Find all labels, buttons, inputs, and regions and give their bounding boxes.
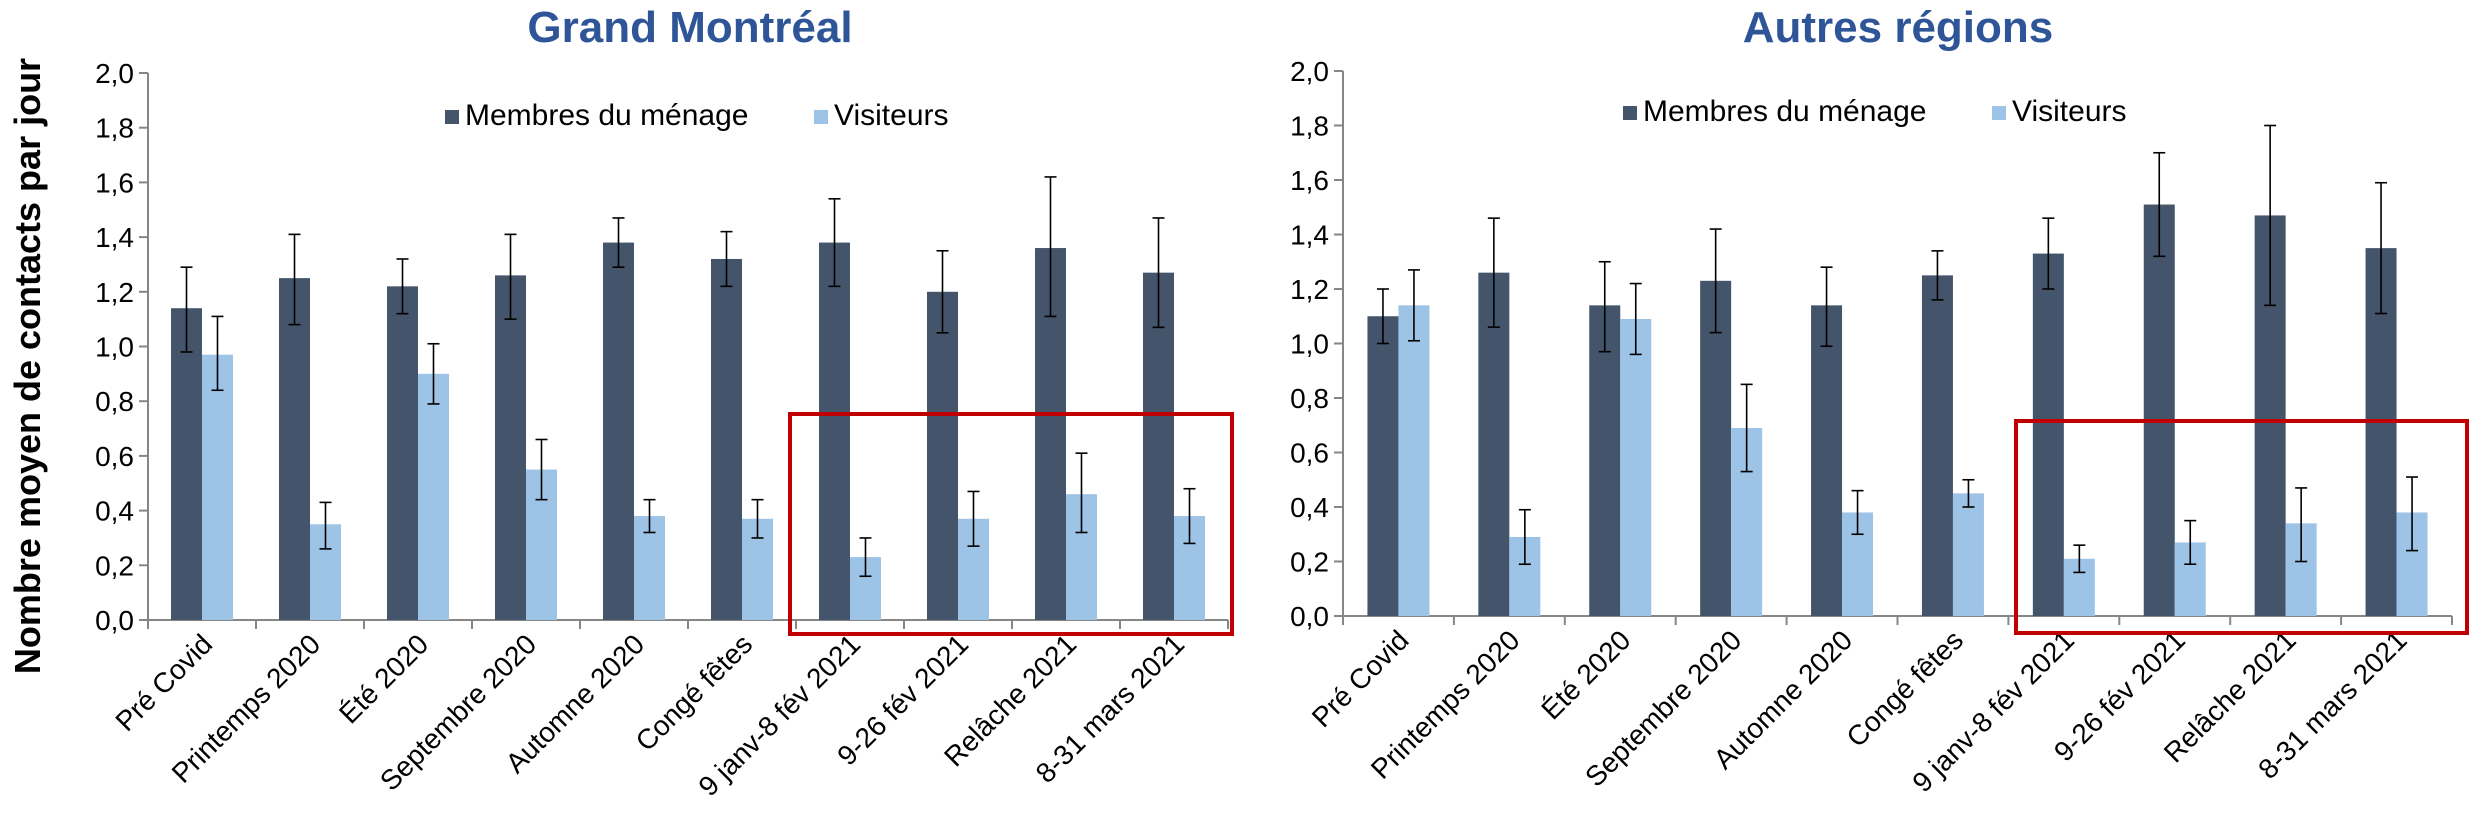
bar-household bbox=[1143, 272, 1174, 620]
y-tick-label: 0,8 bbox=[95, 386, 134, 417]
y-tick-label: 0,4 bbox=[95, 496, 134, 527]
y-tick-label: 0,2 bbox=[95, 550, 134, 581]
y-tick-label: 2,0 bbox=[95, 58, 134, 89]
bar-household bbox=[2032, 253, 2064, 616]
y-tick-label: 1,4 bbox=[1290, 220, 1329, 251]
legend-label: Membres du ménage bbox=[465, 99, 748, 132]
legend-label: Visiteurs bbox=[2012, 95, 2127, 128]
bar-household bbox=[1921, 275, 1953, 616]
y-tick-label: 1,4 bbox=[95, 222, 134, 253]
bar-visitors bbox=[1952, 493, 1984, 616]
bar-visitors bbox=[1398, 305, 1430, 616]
bar-household bbox=[171, 308, 202, 620]
y-tick-label: 1,8 bbox=[1290, 111, 1329, 142]
chart-grand-montreal: Grand Montréal 0,0 0,2 0,4 0,6 0,8 1,0 1,2 1,4 1,… bbox=[95, 3, 1234, 802]
x-category-label: Été 2020 bbox=[1535, 624, 1636, 725]
bar-household bbox=[1811, 305, 1843, 616]
bar-household bbox=[1367, 316, 1399, 616]
y-tick-label: 2,0 bbox=[1290, 56, 1329, 87]
y-tick-label: 0,6 bbox=[95, 441, 134, 472]
chart-autres-regions: Autres régions 0,0 0,2 0,4 0,6 0,8 1,0 1,2 1,4 1,… bbox=[1290, 3, 2469, 798]
y-tick-label: 1,8 bbox=[95, 113, 134, 144]
y-tick-label: 0,8 bbox=[1290, 383, 1329, 414]
y-tick-label: 1,2 bbox=[95, 277, 134, 308]
bar-visitors bbox=[634, 516, 665, 620]
bar-household bbox=[1700, 280, 1732, 616]
bar-household bbox=[1478, 272, 1510, 616]
x-category-label: Été 2020 bbox=[333, 628, 434, 729]
highlight-box bbox=[2014, 419, 2469, 635]
chart-title: Grand Montréal bbox=[527, 3, 852, 52]
y-tick-label: 1,2 bbox=[1290, 274, 1329, 305]
y-tick-label: 1,0 bbox=[1290, 329, 1329, 360]
x-category-label: Pré Covid bbox=[109, 628, 218, 737]
bar-household bbox=[603, 242, 634, 620]
legend-swatch-visitors bbox=[1992, 106, 2006, 120]
y-tick-label: 0,6 bbox=[1290, 438, 1329, 469]
y-tick-label: 1,6 bbox=[95, 167, 134, 198]
y-tick-label: 0,2 bbox=[1290, 547, 1329, 578]
bar-household bbox=[927, 291, 958, 620]
y-axis-title: Nombre moyen de contacts par jour bbox=[7, 58, 48, 674]
bar-visitors bbox=[202, 354, 233, 620]
y-tick-label: 1,0 bbox=[95, 332, 134, 363]
bar-household bbox=[2143, 204, 2175, 616]
bar-visitors bbox=[418, 373, 449, 620]
highlight-box bbox=[788, 412, 1234, 636]
y-tick-label: 1,6 bbox=[1290, 165, 1329, 196]
legend-swatch-household bbox=[445, 110, 459, 124]
chart-title: Autres régions bbox=[1743, 3, 2054, 52]
legend-swatch-household bbox=[1623, 106, 1637, 120]
bar-household bbox=[387, 286, 418, 620]
bar-household bbox=[711, 258, 742, 620]
y-tick-label: 0,4 bbox=[1290, 492, 1329, 523]
y-tick-label: 0,0 bbox=[1290, 601, 1329, 632]
bar-visitors bbox=[1620, 318, 1652, 616]
legend-swatch-visitors bbox=[814, 110, 828, 124]
legend-label: Membres du ménage bbox=[1643, 95, 1926, 128]
legend-label: Visiteurs bbox=[834, 99, 949, 132]
bar-household bbox=[1589, 305, 1621, 616]
bar-household bbox=[495, 275, 526, 620]
bar-household bbox=[279, 278, 310, 620]
y-tick-label: 0,0 bbox=[95, 605, 134, 636]
x-category-label: Pré Covid bbox=[1306, 624, 1415, 733]
bar-household bbox=[819, 242, 850, 620]
